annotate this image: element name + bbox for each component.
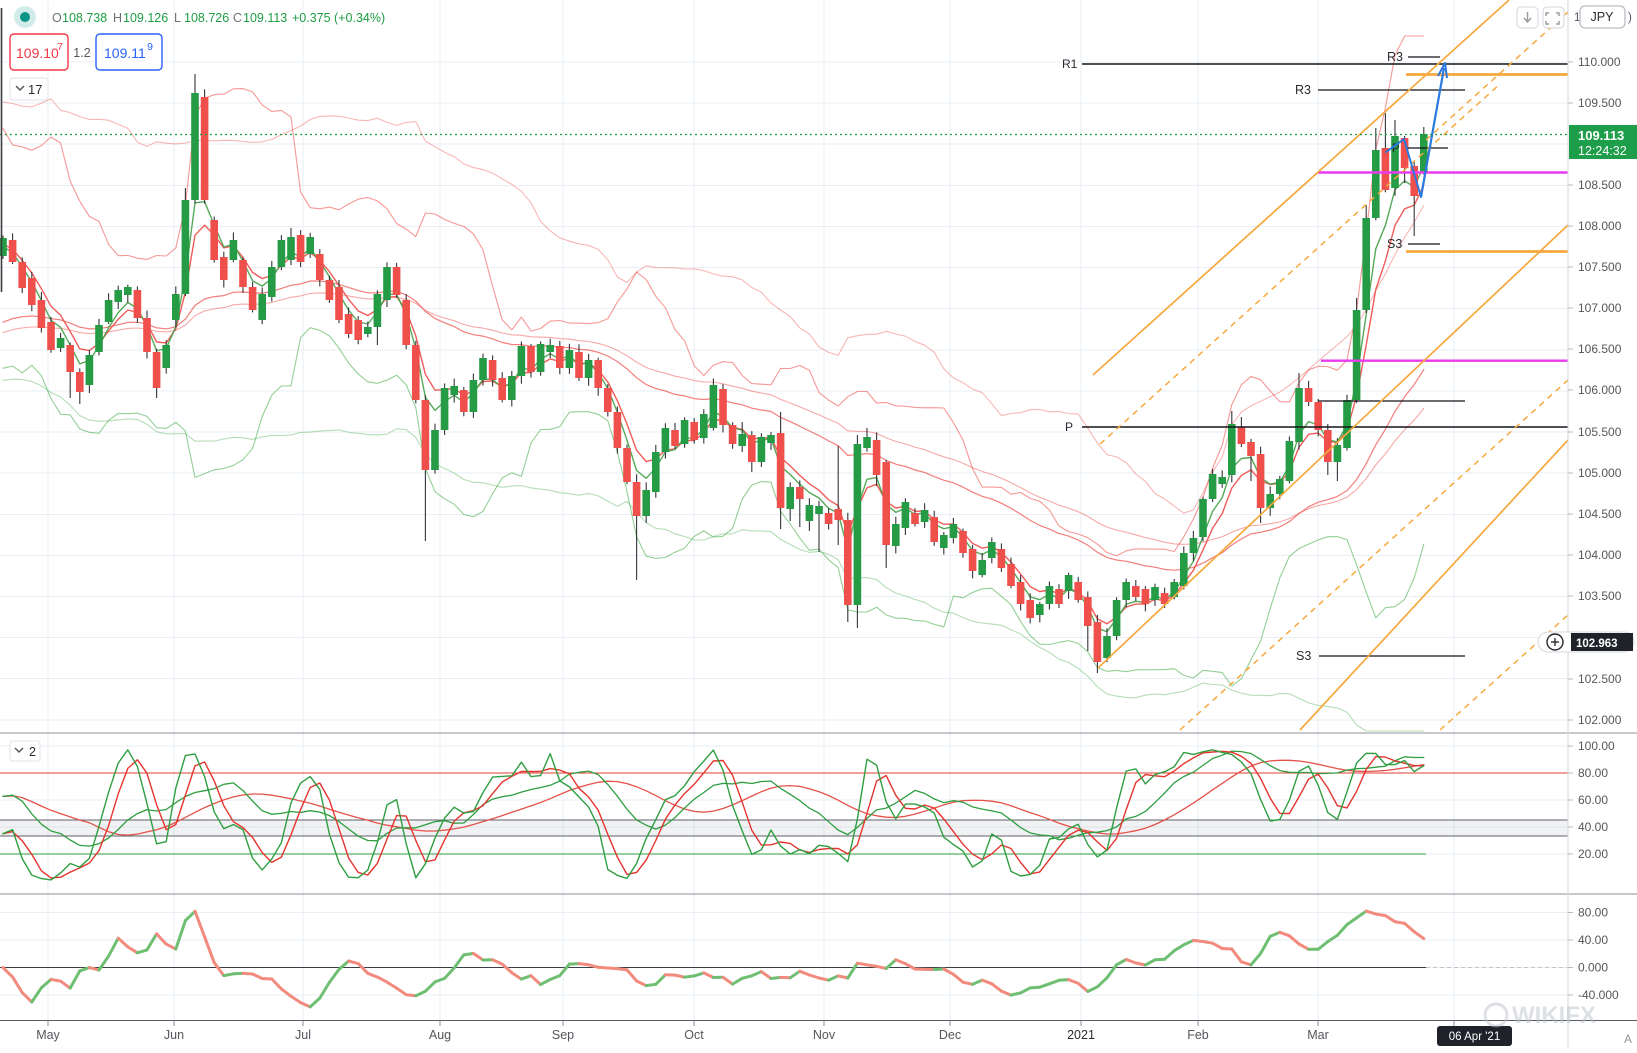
svg-text:H: H xyxy=(113,11,122,25)
svg-text:WIKIFX: WIKIFX xyxy=(1512,1002,1596,1029)
svg-text:R3: R3 xyxy=(1387,50,1403,64)
svg-text:O: O xyxy=(52,11,62,25)
svg-text:1.2: 1.2 xyxy=(73,46,90,60)
svg-text:60.00: 60.00 xyxy=(1578,793,1608,807)
svg-text:JPY: JPY xyxy=(1591,10,1615,24)
svg-text:S3: S3 xyxy=(1387,237,1402,251)
svg-text:2: 2 xyxy=(29,745,36,759)
svg-text:102.500: 102.500 xyxy=(1578,672,1622,686)
svg-text:103.500: 103.500 xyxy=(1578,589,1622,603)
svg-text:109.11: 109.11 xyxy=(104,45,146,61)
svg-text:106.000: 106.000 xyxy=(1578,383,1622,397)
svg-text:109.126: 109.126 xyxy=(123,11,168,25)
svg-text:9: 9 xyxy=(147,41,153,53)
svg-text:105.500: 105.500 xyxy=(1578,425,1622,439)
svg-text:20.00: 20.00 xyxy=(1578,847,1608,861)
svg-text:-40.000: -40.000 xyxy=(1578,988,1619,1002)
svg-text:0.000: 0.000 xyxy=(1578,961,1608,975)
svg-text:80.00: 80.00 xyxy=(1578,766,1608,780)
svg-text:108.726: 108.726 xyxy=(184,11,229,25)
svg-text:2021: 2021 xyxy=(1067,1028,1095,1042)
svg-text:06 Apr '21: 06 Apr '21 xyxy=(1449,1031,1500,1043)
svg-text:P: P xyxy=(1065,420,1073,434)
svg-text:Dec: Dec xyxy=(939,1028,961,1042)
svg-text:105.000: 105.000 xyxy=(1578,466,1622,480)
svg-text:R1: R1 xyxy=(1062,57,1078,71)
svg-text:C: C xyxy=(233,11,242,25)
svg-text:106.500: 106.500 xyxy=(1578,342,1622,356)
svg-text:108.738: 108.738 xyxy=(62,11,107,25)
svg-text:109.500: 109.500 xyxy=(1578,96,1622,110)
svg-text:40.00: 40.00 xyxy=(1578,820,1608,834)
svg-text:109.10: 109.10 xyxy=(16,45,59,61)
svg-text:104.000: 104.000 xyxy=(1578,548,1622,562)
svg-text:104.500: 104.500 xyxy=(1578,507,1622,521)
svg-text:May: May xyxy=(36,1028,60,1042)
svg-text:Feb: Feb xyxy=(1187,1028,1209,1042)
svg-text:Nov: Nov xyxy=(813,1028,836,1042)
svg-text:109.113: 109.113 xyxy=(1578,128,1624,143)
svg-text:Mar: Mar xyxy=(1307,1028,1329,1042)
svg-text:102.963: 102.963 xyxy=(1576,638,1618,650)
svg-text:Sep: Sep xyxy=(552,1028,574,1042)
svg-text:Aug: Aug xyxy=(429,1028,451,1042)
svg-text:): ) xyxy=(1628,12,1632,24)
svg-text:S3: S3 xyxy=(1296,649,1311,663)
svg-text:7: 7 xyxy=(57,41,63,53)
svg-text:Jun: Jun xyxy=(164,1028,184,1042)
svg-text:+0.375 (+0.34%): +0.375 (+0.34%) xyxy=(292,11,385,25)
svg-text:100.00: 100.00 xyxy=(1578,739,1615,753)
svg-text:40.00: 40.00 xyxy=(1578,933,1608,947)
svg-text:107.000: 107.000 xyxy=(1578,301,1622,315)
svg-text:102.000: 102.000 xyxy=(1578,713,1622,727)
svg-text:A: A xyxy=(1624,1034,1632,1046)
svg-text:Jul: Jul xyxy=(295,1028,311,1042)
svg-text:107.500: 107.500 xyxy=(1578,260,1622,274)
svg-text:108.000: 108.000 xyxy=(1578,219,1622,233)
svg-text:80.00: 80.00 xyxy=(1578,906,1608,920)
svg-text:110.000: 110.000 xyxy=(1578,55,1621,69)
svg-text:R3: R3 xyxy=(1295,83,1311,97)
svg-text:L: L xyxy=(174,11,181,25)
svg-text:108.500: 108.500 xyxy=(1578,178,1622,192)
svg-text:17: 17 xyxy=(28,82,42,97)
svg-text:12:24:32: 12:24:32 xyxy=(1578,144,1627,158)
svg-text:Oct: Oct xyxy=(684,1028,704,1042)
svg-text:109.113: 109.113 xyxy=(243,11,287,25)
